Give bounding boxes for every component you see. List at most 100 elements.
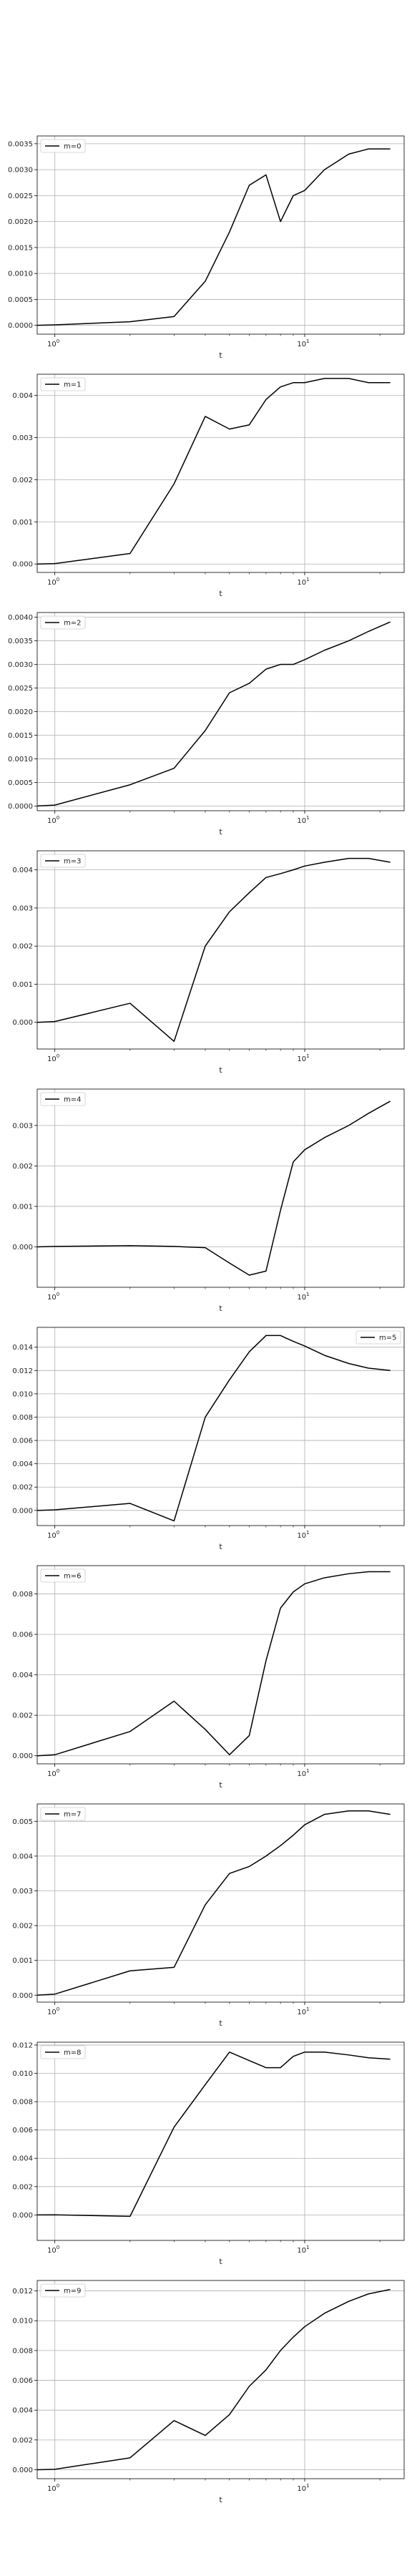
subplot-0: 0.0000 0.0005 0.0010 0.0015 0.0020 0.0025 0.00… (8, 135, 405, 360)
series-line (36, 378, 391, 565)
y-tick-label: 0.0000 (8, 322, 33, 330)
y-tick-label: 0.000 (12, 1752, 33, 1760)
y-tick-label: 0.001 (12, 981, 33, 989)
legend-label: m=2 (64, 620, 81, 628)
legend: m=7 (40, 1807, 86, 1821)
legend-box (40, 2045, 86, 2059)
y-tick-label: 0.0010 (8, 270, 33, 278)
x-tick-label: 101 (297, 1530, 309, 1540)
y-tick-label: 0.012 (12, 2041, 33, 2049)
axes-frame (36, 1803, 405, 2003)
x-tick-label: 101 (297, 1053, 309, 1063)
subplot-8: 0.000 0.002 0.004 0.006 0.008 0.010 0.012 100 10… (12, 2041, 405, 2266)
legend-label: m=3 (64, 858, 81, 866)
legend-box (40, 1568, 86, 1583)
y-tick-label: 0.0035 (8, 140, 33, 148)
x-tick-label: 101 (297, 577, 309, 587)
y-tick-label: 0.0030 (8, 661, 33, 669)
y-tick-label: 0.004 (12, 867, 33, 874)
axes-frame (36, 850, 405, 1050)
y-tick-label: 0.001 (12, 1203, 33, 1211)
x-axis-label: t (219, 351, 222, 360)
subplot-4: 0.000 0.001 0.002 0.003 100 101 t m=4 (12, 1088, 405, 1313)
y-tick-label: 0.000 (12, 1992, 33, 2000)
y-tick-label: 0.000 (12, 2467, 33, 2474)
y-tick-label: 0.000 (12, 1507, 33, 1515)
legend-box (40, 1807, 86, 1821)
x-axis-label: t (219, 1780, 222, 1790)
series-line (36, 2051, 391, 2218)
y-tick-label: 0.001 (12, 1957, 33, 1965)
y-tick-label: 0.000 (12, 2212, 33, 2220)
x-tick-label: 100 (47, 1292, 59, 1302)
x-tick-label: 100 (47, 2245, 59, 2255)
y-tick-label: 0.004 (12, 2407, 33, 2415)
y-tick-label: 0.002 (12, 943, 33, 951)
subplot-7: 0.000 0.001 0.002 0.003 0.004 0.005 100 101 t m=7 (12, 1803, 405, 2028)
series-line (36, 621, 391, 807)
series-line (36, 1571, 391, 1757)
x-axis-label: t (219, 589, 222, 598)
x-tick-label: 100 (47, 1053, 59, 1063)
legend: m=6 (40, 1568, 86, 1583)
x-axis-label: t (219, 2257, 222, 2266)
y-tick-label: 0.0030 (8, 167, 33, 175)
axes-frame (36, 2280, 405, 2479)
subplot-2: 0.0000 0.0005 0.0010 0.0015 0.0020 0.0025 0.00… (8, 612, 405, 836)
x-tick-label: 101 (297, 1768, 309, 1778)
subplot-1: 0.000 0.001 0.002 0.003 0.004 100 101 t m=1 (12, 374, 405, 598)
y-tick-label: 0.008 (12, 2347, 33, 2355)
y-tick-label: 0.010 (12, 2318, 33, 2326)
y-tick-label: 0.002 (12, 1923, 33, 1931)
legend-label: m=9 (64, 2288, 81, 2296)
y-tick-label: 0.0000 (8, 803, 33, 811)
y-tick-label: 0.0020 (8, 218, 33, 226)
x-axis-label: t (219, 827, 222, 836)
legend-box (40, 2283, 86, 2298)
legend: m=0 (40, 139, 86, 153)
series-line (36, 1335, 391, 1522)
y-tick-label: 0.012 (12, 1367, 33, 1375)
x-tick-label: 101 (297, 1292, 309, 1302)
legend-box (40, 139, 86, 153)
x-axis-label: t (219, 2019, 222, 2028)
y-tick-label: 0.010 (12, 1390, 33, 1398)
subplot-5: 0.000 0.002 0.004 0.006 0.008 0.010 0.012 0.014… (12, 1327, 405, 1551)
x-tick-label: 100 (47, 815, 59, 825)
x-tick-label: 101 (297, 2483, 309, 2493)
y-tick-label: 0.000 (12, 1244, 33, 1252)
axes-frame (36, 2041, 405, 2241)
legend-label: m=4 (64, 1096, 81, 1104)
legend: m=2 (40, 615, 86, 630)
x-axis-label: t (219, 1065, 222, 1075)
x-axis-label: t (219, 2495, 222, 2504)
y-tick-label: 0.004 (12, 1853, 33, 1860)
subplot-9: 0.000 0.002 0.004 0.006 0.008 0.010 0.012 100 10… (12, 2280, 405, 2504)
legend-label: m=1 (64, 381, 81, 389)
y-tick-label: 0.0015 (8, 244, 33, 252)
x-tick-label: 100 (47, 1768, 59, 1778)
y-tick-label: 0.004 (12, 1460, 33, 1468)
y-tick-label: 0.0005 (8, 779, 33, 787)
x-tick-label: 101 (297, 2006, 309, 2016)
legend: m=3 (40, 854, 86, 868)
y-tick-label: 0.006 (12, 2377, 33, 2385)
y-tick-label: 0.0025 (8, 685, 33, 693)
y-tick-label: 0.003 (12, 1888, 33, 1896)
series-line (36, 857, 391, 1043)
series-line (36, 1101, 391, 1276)
y-tick-label: 0.002 (12, 1712, 33, 1720)
x-tick-label: 101 (297, 338, 309, 348)
series-line (36, 1810, 391, 1996)
y-tick-label: 0.0040 (8, 614, 33, 622)
legend-label: m=0 (64, 143, 81, 151)
y-tick-label: 0.010 (12, 2070, 33, 2078)
y-tick-label: 0.002 (12, 1484, 33, 1492)
y-tick-label: 0.000 (12, 561, 33, 569)
y-tick-label: 0.006 (12, 2127, 33, 2135)
y-tick-label: 0.001 (12, 519, 33, 527)
y-tick-label: 0.002 (12, 2183, 33, 2191)
subplot-3: 0.000 0.001 0.002 0.003 0.004 100 101 t m=3 (12, 850, 405, 1075)
y-tick-label: 0.008 (12, 2099, 33, 2107)
